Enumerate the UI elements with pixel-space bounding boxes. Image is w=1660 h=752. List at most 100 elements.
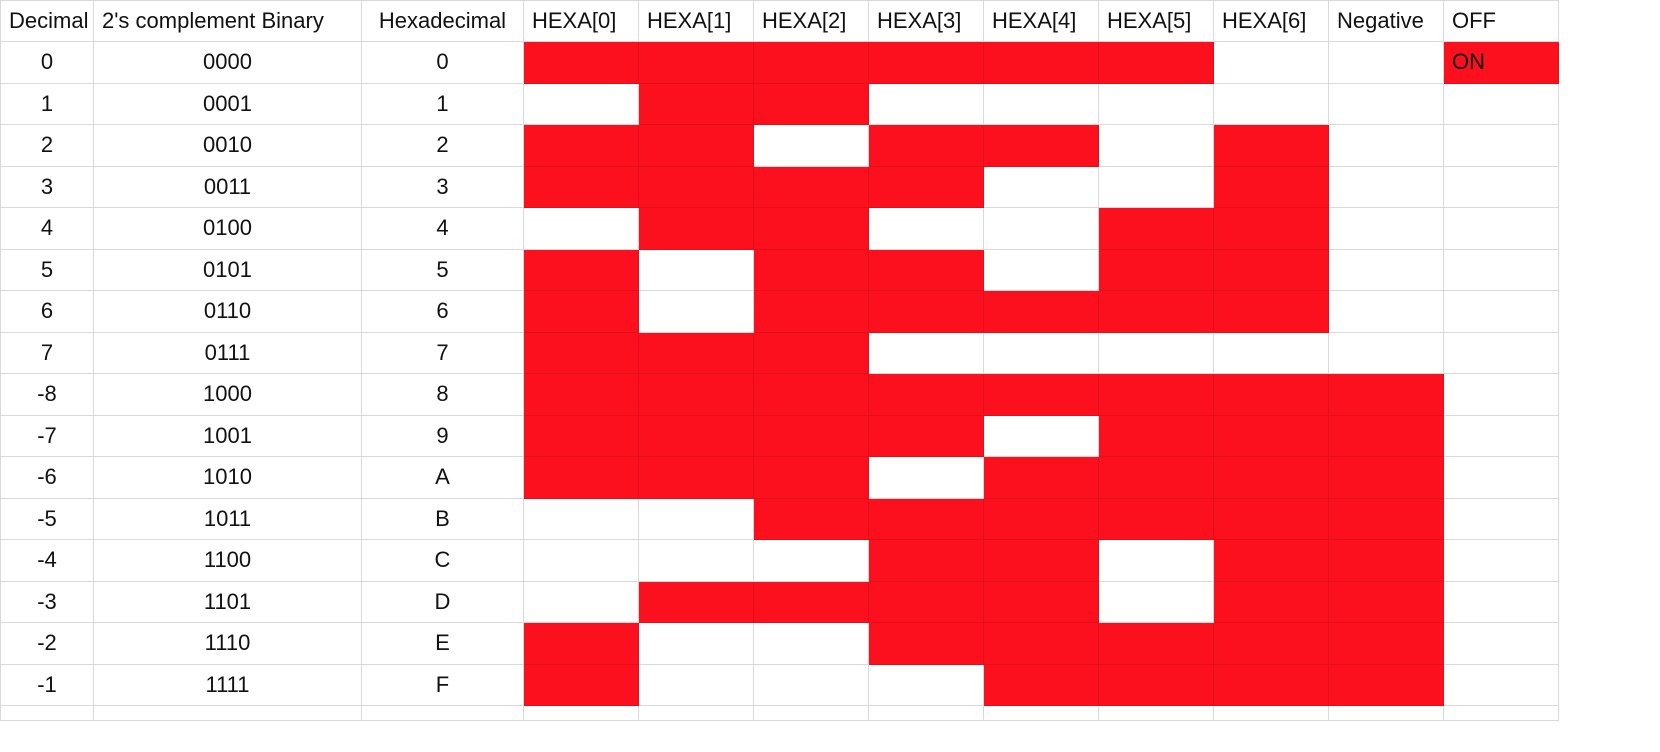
- segment-cell-hexa-6[interactable]: [1213, 41, 1329, 84]
- segment-cell-hexa-4[interactable]: [983, 207, 1099, 250]
- segment-cell-hexa-5[interactable]: [1098, 290, 1214, 333]
- segment-cell-hexa-3[interactable]: [868, 165, 984, 208]
- segment-cell-hexa-3[interactable]: [868, 456, 984, 499]
- binary-cell[interactable]: 1111: [93, 663, 362, 706]
- decimal-cell[interactable]: 7: [0, 331, 94, 374]
- segment-cell-hexa-6[interactable]: [1213, 373, 1329, 416]
- segment-cell-hexa-1[interactable]: [638, 165, 754, 208]
- segment-cell-hexa-5[interactable]: [1098, 580, 1214, 623]
- segment-cell-hexa-0[interactable]: [523, 622, 639, 665]
- empty-cell[interactable]: [753, 705, 869, 721]
- segment-cell-hexa-3[interactable]: [868, 497, 984, 540]
- segment-cell-hexa-0[interactable]: [523, 580, 639, 623]
- binary-cell[interactable]: 1010: [93, 456, 362, 499]
- negative-cell[interactable]: [1328, 165, 1444, 208]
- hex-cell[interactable]: E: [361, 622, 524, 665]
- decimal-cell[interactable]: -5: [0, 497, 94, 540]
- segment-cell-hexa-5[interactable]: [1098, 622, 1214, 665]
- negative-cell[interactable]: [1328, 331, 1444, 374]
- hex-cell[interactable]: 4: [361, 207, 524, 250]
- hex-cell[interactable]: 8: [361, 373, 524, 416]
- segment-cell-hexa-0[interactable]: [523, 497, 639, 540]
- hex-cell[interactable]: D: [361, 580, 524, 623]
- segment-cell-hexa-0[interactable]: [523, 456, 639, 499]
- decimal-cell[interactable]: 3: [0, 165, 94, 208]
- empty-cell[interactable]: [868, 705, 984, 721]
- negative-cell[interactable]: [1328, 373, 1444, 416]
- segment-cell-hexa-5[interactable]: [1098, 82, 1214, 125]
- segment-cell-hexa-6[interactable]: [1213, 165, 1329, 208]
- negative-cell[interactable]: [1328, 290, 1444, 333]
- segment-cell-hexa-4[interactable]: [983, 580, 1099, 623]
- segment-cell-hexa-3[interactable]: [868, 41, 984, 84]
- header-cell-decimal[interactable]: Decimal: [0, 0, 94, 42]
- negative-cell[interactable]: [1328, 41, 1444, 84]
- empty-cell[interactable]: [1213, 705, 1329, 721]
- segment-cell-hexa-4[interactable]: [983, 414, 1099, 457]
- segment-cell-hexa-3[interactable]: [868, 373, 984, 416]
- segment-cell-hexa-3[interactable]: [868, 331, 984, 374]
- binary-cell[interactable]: 0000: [93, 41, 362, 84]
- segment-cell-hexa-1[interactable]: [638, 331, 754, 374]
- segment-cell-hexa-1[interactable]: [638, 207, 754, 250]
- binary-cell[interactable]: 1100: [93, 539, 362, 582]
- segment-cell-hexa-2[interactable]: [753, 41, 869, 84]
- flag-cell[interactable]: [1443, 248, 1559, 291]
- segment-cell-hexa-0[interactable]: [523, 663, 639, 706]
- decimal-cell[interactable]: 2: [0, 124, 94, 167]
- segment-cell-hexa-6[interactable]: [1213, 331, 1329, 374]
- flag-cell[interactable]: [1443, 456, 1559, 499]
- segment-cell-hexa-1[interactable]: [638, 622, 754, 665]
- segment-cell-hexa-5[interactable]: [1098, 207, 1214, 250]
- hex-cell[interactable]: 6: [361, 290, 524, 333]
- segment-cell-hexa-2[interactable]: [753, 373, 869, 416]
- segment-cell-hexa-2[interactable]: [753, 539, 869, 582]
- segment-cell-hexa-5[interactable]: [1098, 539, 1214, 582]
- decimal-cell[interactable]: -4: [0, 539, 94, 582]
- segment-cell-hexa-2[interactable]: [753, 124, 869, 167]
- decimal-cell[interactable]: -3: [0, 580, 94, 623]
- segment-cell-hexa-1[interactable]: [638, 580, 754, 623]
- segment-cell-hexa-2[interactable]: [753, 331, 869, 374]
- segment-cell-hexa-2[interactable]: [753, 663, 869, 706]
- segment-cell-hexa-3[interactable]: [868, 622, 984, 665]
- negative-cell[interactable]: [1328, 248, 1444, 291]
- segment-cell-hexa-0[interactable]: [523, 82, 639, 125]
- empty-cell[interactable]: [1328, 705, 1444, 721]
- segment-cell-hexa-4[interactable]: [983, 290, 1099, 333]
- segment-cell-hexa-3[interactable]: [868, 414, 984, 457]
- segment-cell-hexa-4[interactable]: [983, 456, 1099, 499]
- hex-cell[interactable]: 2: [361, 124, 524, 167]
- segment-cell-hexa-5[interactable]: [1098, 414, 1214, 457]
- segment-cell-hexa-1[interactable]: [638, 373, 754, 416]
- decimal-cell[interactable]: -1: [0, 663, 94, 706]
- segment-cell-hexa-3[interactable]: [868, 248, 984, 291]
- negative-cell[interactable]: [1328, 207, 1444, 250]
- segment-cell-hexa-4[interactable]: [983, 41, 1099, 84]
- segment-cell-hexa-5[interactable]: [1098, 41, 1214, 84]
- negative-cell[interactable]: [1328, 539, 1444, 582]
- segment-cell-hexa-0[interactable]: [523, 331, 639, 374]
- flag-cell[interactable]: [1443, 414, 1559, 457]
- segment-cell-hexa-1[interactable]: [638, 456, 754, 499]
- segment-cell-hexa-0[interactable]: [523, 124, 639, 167]
- segment-cell-hexa-2[interactable]: [753, 497, 869, 540]
- segment-cell-hexa-6[interactable]: [1213, 663, 1329, 706]
- hex-cell[interactable]: F: [361, 663, 524, 706]
- segment-cell-hexa-4[interactable]: [983, 373, 1099, 416]
- flag-cell[interactable]: [1443, 622, 1559, 665]
- binary-cell[interactable]: 0101: [93, 248, 362, 291]
- decimal-cell[interactable]: 1: [0, 82, 94, 125]
- negative-cell[interactable]: [1328, 124, 1444, 167]
- header-cell-hexa-6[interactable]: HEXA[6]: [1213, 0, 1329, 42]
- segment-cell-hexa-3[interactable]: [868, 207, 984, 250]
- segment-cell-hexa-4[interactable]: [983, 331, 1099, 374]
- binary-cell[interactable]: 0110: [93, 290, 362, 333]
- segment-cell-hexa-2[interactable]: [753, 290, 869, 333]
- segment-cell-hexa-6[interactable]: [1213, 456, 1329, 499]
- negative-cell[interactable]: [1328, 622, 1444, 665]
- hex-cell[interactable]: C: [361, 539, 524, 582]
- flag-cell[interactable]: [1443, 539, 1559, 582]
- binary-cell[interactable]: 1110: [93, 622, 362, 665]
- segment-cell-hexa-0[interactable]: [523, 414, 639, 457]
